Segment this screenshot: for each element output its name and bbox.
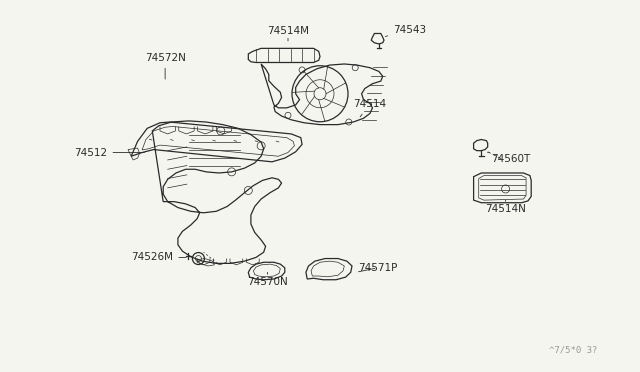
Text: 74526M: 74526M xyxy=(131,253,186,262)
Text: ^7/5*0 3?: ^7/5*0 3? xyxy=(548,346,597,355)
Text: 74512: 74512 xyxy=(74,148,145,157)
Text: 74514: 74514 xyxy=(353,99,387,117)
Text: 74572N: 74572N xyxy=(145,53,186,79)
Text: 74543: 74543 xyxy=(385,25,426,36)
Text: 74514M: 74514M xyxy=(267,26,309,41)
Text: 74570N: 74570N xyxy=(247,272,288,287)
Text: 74514N: 74514N xyxy=(485,200,526,214)
Text: 74571P: 74571P xyxy=(358,263,397,273)
Text: 74560T: 74560T xyxy=(488,153,531,164)
